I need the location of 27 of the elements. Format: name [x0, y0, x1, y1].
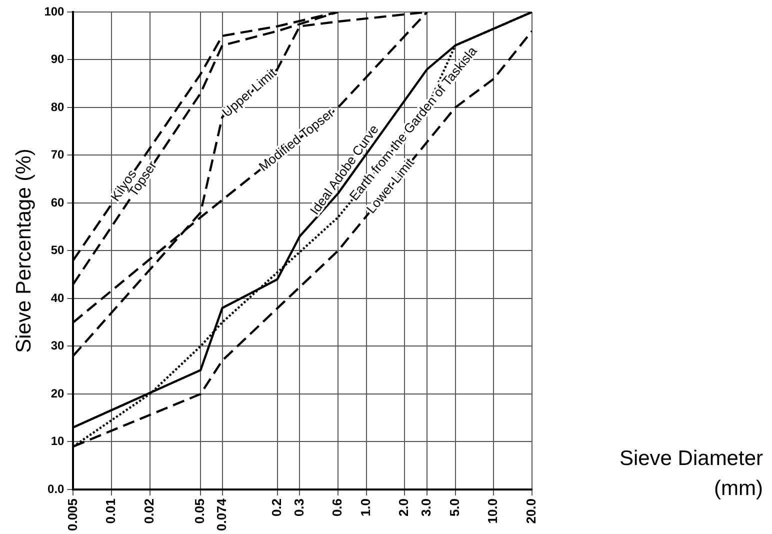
y-tick-label: 30	[50, 338, 65, 353]
x-tick-label: 0.6	[330, 498, 345, 517]
y-tick-label: 70	[50, 148, 65, 162]
y-tick-label: 90	[50, 52, 65, 66]
x-tick-label: 5.0	[446, 498, 462, 517]
x-tick-label: 0.05	[192, 498, 208, 524]
y-tick-label: 40	[50, 290, 65, 305]
y-tick-label: 20	[50, 386, 65, 400]
x-tick-label: 20.0	[524, 498, 539, 524]
x-axis-title: Sieve Diameter (mm)	[618, 446, 763, 502]
y-tick-label: 60	[50, 195, 65, 210]
x-tick-label: 0.2	[268, 498, 284, 517]
y-tick-label: 80	[50, 100, 65, 114]
x-tick-label: 0.01	[103, 498, 118, 524]
y-tick-label: 0.0	[48, 482, 65, 496]
y-tick-label: 100	[44, 4, 65, 18]
x-tick-label: 10.0	[485, 498, 500, 524]
x-tick-label: 0.02	[141, 498, 156, 524]
x-tick-label: 0.074	[214, 498, 229, 532]
x-tick-label: 0.005	[64, 498, 80, 532]
y-tick-label: 50	[50, 243, 65, 258]
y-tick-label: 10	[50, 434, 65, 448]
x-tick-label: 0.3	[291, 498, 306, 517]
x-tick-label: 3.0	[418, 498, 434, 517]
x-tick-label: 2.0	[396, 498, 412, 517]
x-tick-label: 1.0	[358, 498, 373, 517]
y-axis-title: Sieve Percentage (%)	[12, 148, 36, 353]
